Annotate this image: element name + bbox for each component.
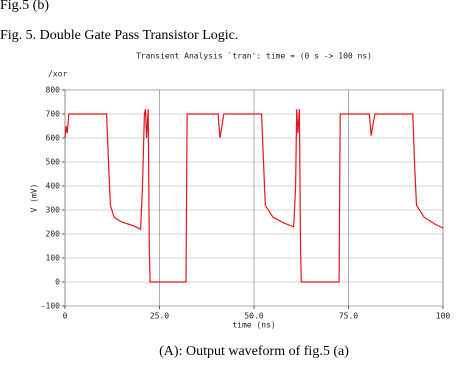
- x-axis-label: time (ns): [232, 321, 275, 330]
- x-tick-label: 50.0: [244, 312, 263, 321]
- figure-reference: Fig.5 (b): [0, 0, 49, 13]
- caption: (A): Output waveform of fig.5 (a): [159, 344, 349, 359]
- y-tick-label: 800: [46, 86, 61, 95]
- y-tick-label: 600: [46, 134, 61, 143]
- y-tick-label: 400: [46, 182, 61, 191]
- chart-title: Transient Analysis `tran': time = (0 s -…: [136, 51, 372, 61]
- figure-title: Fig. 5. Double Gate Pass Transistor Logi…: [0, 28, 238, 43]
- x-tick-label: 75.0: [339, 312, 358, 321]
- x-tick-label: 100: [436, 312, 451, 321]
- legend-label: /xor: [48, 70, 67, 79]
- y-tick-label: 300: [46, 206, 61, 215]
- series-line: [64, 109, 444, 283]
- x-tick-label: 25.0: [150, 312, 169, 321]
- y-tick-label: 700: [46, 110, 61, 119]
- x-tick-label: 0: [63, 312, 68, 321]
- y-tick-label: 200: [46, 230, 61, 239]
- y-tick-label: -100: [41, 302, 60, 311]
- y-axis-label: V (mV): [30, 184, 39, 213]
- y-tick-label: 0: [55, 278, 60, 287]
- y-tick-label: 500: [46, 158, 61, 167]
- y-tick-label: 100: [46, 254, 61, 263]
